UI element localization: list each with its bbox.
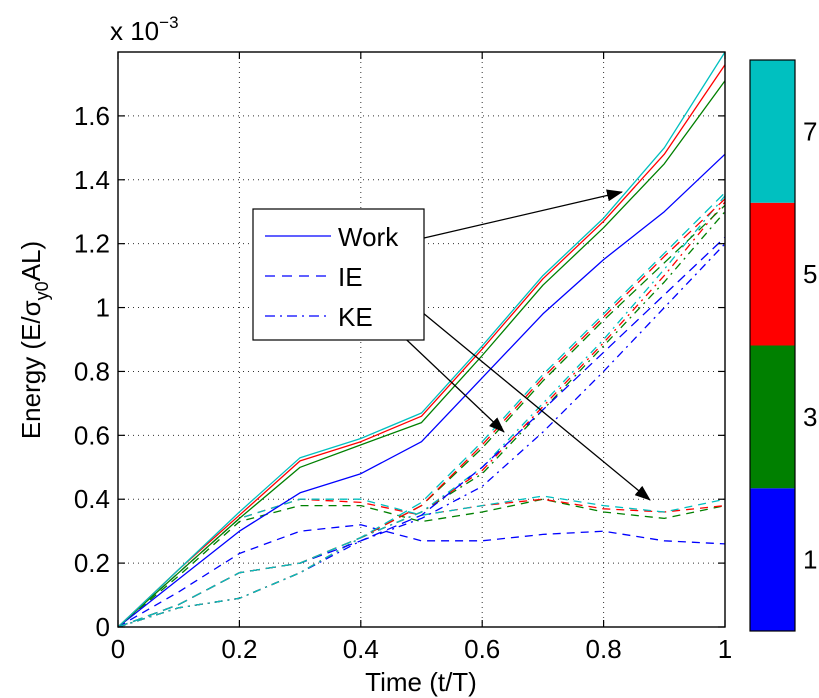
x-axis-label: Time (t/T)	[365, 667, 477, 697]
x-tick-label: 1	[718, 634, 732, 664]
series-lines	[117, 51, 726, 628]
ie-line	[117, 198, 726, 628]
ie-line	[117, 236, 726, 628]
y-tick-label: 1.6	[74, 101, 110, 131]
x-tick-label: 0.4	[343, 634, 379, 664]
x-tick-label: 0.2	[221, 634, 257, 664]
colorbar-label: 5	[803, 259, 817, 289]
legend-ke-label: KE	[338, 302, 373, 332]
x-tick-label: 0	[111, 634, 125, 664]
ie-low-line	[117, 498, 726, 628]
colorbar-segment	[750, 345, 795, 489]
colorbar-label: 3	[803, 402, 817, 432]
colorbar-label: 7	[803, 116, 817, 146]
ie-arrow	[382, 279, 651, 501]
y-tick-label: 0.4	[74, 484, 110, 514]
y-tick-label: 1	[96, 293, 110, 323]
x-tick-label: 0.6	[464, 634, 500, 664]
y-tick-label: 0.6	[74, 420, 110, 450]
annotation-arrows	[382, 189, 651, 501]
y-tick-label: 0.2	[74, 548, 110, 578]
y-axis-label: Energy (E/σy0AL)	[16, 241, 52, 439]
y-tick-label: 1.4	[74, 165, 110, 195]
y-multiplier-exponent: −3	[159, 13, 178, 32]
colorbar-segment	[750, 60, 795, 203]
legend-work-label: Work	[338, 222, 399, 252]
y-tick-label: 0	[96, 612, 110, 642]
x-tick-label: 0.8	[586, 634, 622, 664]
y-tick-label: 1.2	[74, 229, 110, 259]
work-arrow	[423, 189, 623, 239]
ke-line	[117, 195, 726, 628]
colorbar-frame	[749, 59, 796, 632]
work-line	[117, 64, 726, 628]
colorbar: 1 3 5 7	[749, 59, 817, 632]
colorbar-label: 1	[803, 545, 817, 575]
colorbar-segment	[750, 488, 795, 631]
ie-low-line	[117, 498, 726, 628]
y-tick-label: 0.8	[74, 356, 110, 386]
ke-arrow	[391, 325, 505, 433]
plot-frame	[117, 51, 726, 628]
legend-box	[252, 208, 425, 341]
y-multiplier: x 10−3	[110, 13, 179, 46]
colorbar-segment	[750, 202, 795, 346]
work-line	[117, 80, 726, 628]
axis-ticks: 0 0.2 0.4 0.6 0.8 1 0 0.2 0.4 0.6 0.8 1 1.2 1.4 1.6	[74, 52, 732, 664]
work-line	[117, 51, 726, 628]
ie-low-line	[117, 524, 726, 628]
legend-ie-label: IE	[338, 262, 363, 292]
legend: Work IE KE	[252, 208, 425, 341]
work-line	[117, 153, 726, 628]
